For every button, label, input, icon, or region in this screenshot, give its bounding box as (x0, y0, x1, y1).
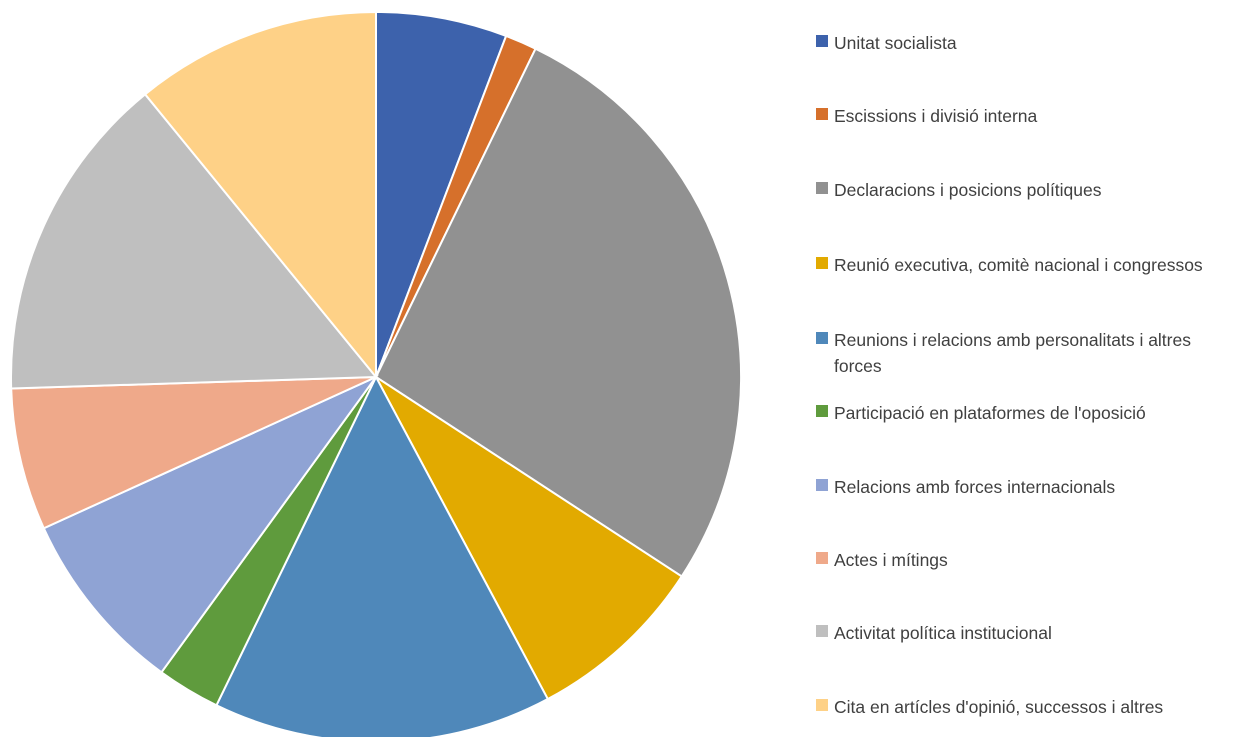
legend-item-10: Cita en artícles d'opinió, successos i a… (816, 694, 1241, 720)
pie-slice-9 (10, 92, 379, 390)
legend-label-7: Relacions amb forces internacionals (834, 477, 1116, 497)
chart-legend: Unitat socialista Escissions i divisió in… (816, 0, 1247, 737)
legend-label-3: Declaracions i posicions polítiques (834, 180, 1102, 200)
legend-label-4: Reunió executiva, comitè nacional i cong… (834, 255, 1203, 275)
pie-slice-7 (42, 374, 380, 674)
pie-slice-1 (375, 10, 508, 378)
legend-item-2: Escissions i divisió interna (816, 103, 1241, 129)
legend-label-2: Escissions i divisió interna (834, 106, 1038, 126)
legend-swatch-10 (816, 699, 828, 711)
pie-slice-3 (374, 47, 742, 578)
legend-item-6: Participació en plataformes de l'oposici… (816, 400, 1241, 426)
pie-slice-10 (143, 10, 377, 380)
legend-item-8: Actes i mítings (816, 547, 1241, 573)
legend-swatch-7 (816, 479, 828, 491)
legend-item-5: Reunions i relacions amb personalitats i… (816, 327, 1241, 379)
legend-item-9: Activitat política institucional (816, 620, 1241, 646)
legend-label-1: Unitat socialista (834, 33, 957, 53)
legend-label-8: Actes i mítings (834, 550, 948, 570)
legend-swatch-5 (816, 332, 828, 344)
legend-item-3: Declaracions i posicions polítiques (816, 177, 1241, 203)
legend-swatch-4 (816, 257, 828, 269)
legend-swatch-2 (816, 108, 828, 120)
legend-label-5: Reunions i relacions amb personalitats i… (834, 330, 1191, 376)
legend-swatch-3 (816, 182, 828, 194)
legend-label-9: Activitat política institucional (834, 623, 1052, 643)
legend-label-6: Participació en plataformes de l'oposici… (834, 403, 1146, 423)
legend-swatch-9 (816, 625, 828, 637)
pie-slice-4 (375, 376, 684, 701)
legend-item-4: Reunió executiva, comitè nacional i cong… (816, 252, 1241, 278)
legend-swatch-1 (816, 35, 828, 47)
legend-item-7: Relacions amb forces internacionals (816, 474, 1241, 500)
legend-swatch-8 (816, 552, 828, 564)
pie-chart (10, 10, 742, 742)
legend-item-1: Unitat socialista (816, 30, 1241, 56)
pie-svg (10, 10, 742, 742)
pie-slice-8 (10, 376, 377, 530)
legend-label-10: Cita en artícles d'opinió, successos i a… (834, 697, 1164, 717)
legend-swatch-6 (816, 405, 828, 417)
